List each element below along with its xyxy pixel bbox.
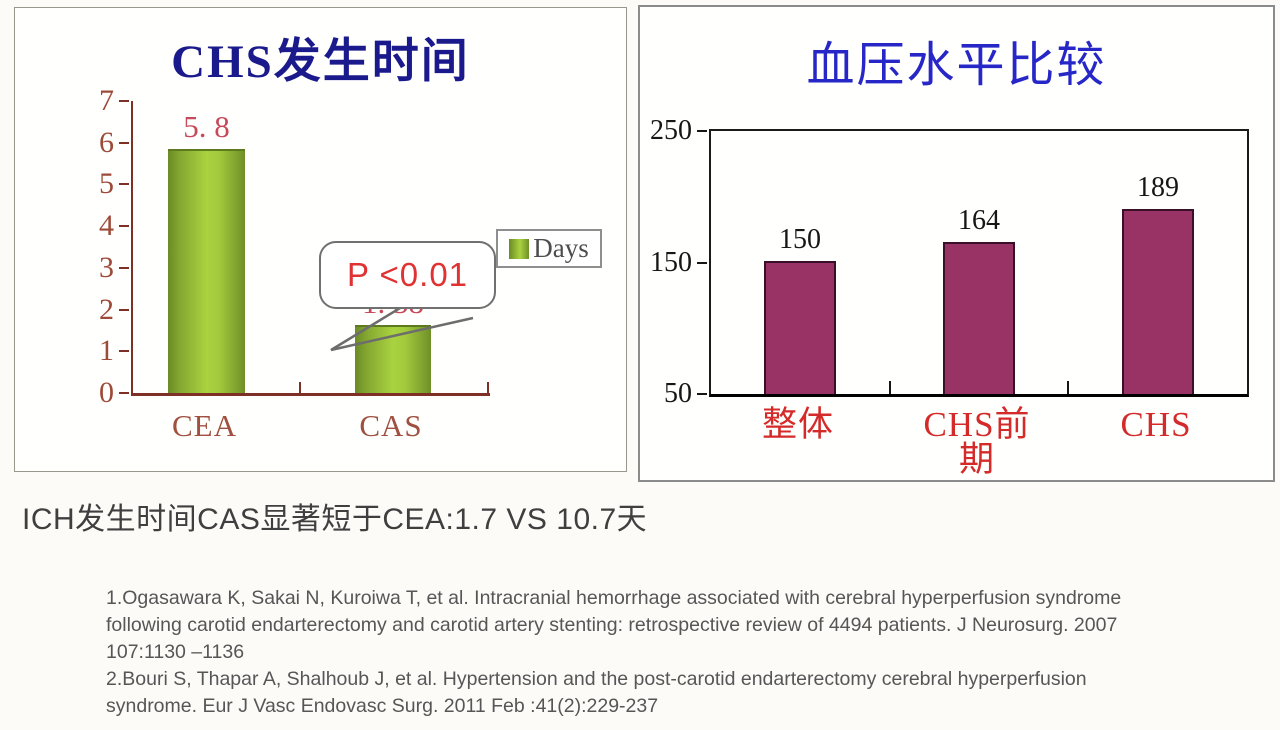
bar-chs-value: 189	[1137, 172, 1179, 204]
p-value-text: P <0.01	[346, 256, 469, 293]
y-tick: 4	[61, 211, 129, 241]
y-tick: 6	[61, 125, 129, 159]
left-chart-title: CHS发生时间	[171, 36, 470, 88]
y-tick-mark	[119, 100, 129, 102]
bar-cea-value: 5. 8	[183, 109, 230, 145]
conclusion-text: ICH发生时间CAS显著短于CEA:1.7 VS 10.7天	[22, 503, 648, 536]
bar-overall: 150	[764, 131, 836, 394]
category-label-chs: CHS	[1120, 405, 1192, 444]
y-tick-label: 0	[99, 376, 114, 409]
y-tick-mark	[697, 130, 707, 132]
y-tick-label: 250	[650, 115, 692, 146]
left-y-axis: 7 6 5 4 3 2 1 0	[61, 86, 129, 408]
bar-pre-chs-value: 164	[958, 205, 1000, 237]
y-tick: 7	[61, 86, 129, 116]
x-axis-tick	[487, 382, 489, 393]
right-chart-title: 血压水平比较	[806, 39, 1107, 92]
y-tick-label: 1	[99, 334, 114, 368]
y-tick-label: 6	[99, 125, 114, 159]
category-label-cea: CEA	[172, 408, 237, 443]
reference-line: following carotid endarterectomy and car…	[106, 614, 1118, 636]
y-tick: 5	[61, 169, 129, 199]
y-tick-mark	[119, 183, 129, 186]
bar-cea-fill	[168, 149, 245, 393]
y-tick-mark	[119, 225, 129, 228]
y-tick: 2	[61, 292, 129, 326]
legend-swatch-icon	[509, 238, 530, 259]
x-axis-tick	[889, 381, 891, 394]
y-tick-mark	[697, 261, 707, 264]
y-tick-mark	[119, 392, 129, 394]
category-label-pre-chs: CHS前期	[923, 405, 1031, 479]
x-axis-tick	[299, 382, 301, 393]
bar-pre-chs-fill	[943, 242, 1015, 394]
y-tick: 250	[639, 117, 707, 145]
right-plot-area: 250 150 50 150 164 189	[650, 117, 1249, 408]
bar-overall-fill	[764, 260, 836, 394]
y-tick-mark	[119, 266, 129, 269]
y-tick-label: 3	[99, 250, 114, 284]
bar-chs: 189	[1122, 131, 1194, 394]
category-label-overall: 整体	[761, 405, 834, 444]
right-y-axis: 250 150 50	[639, 117, 707, 408]
y-tick-mark	[119, 141, 129, 144]
y-tick-label: 7	[99, 84, 114, 117]
bar-pre-chs: 164	[943, 131, 1015, 394]
p-value-callout: P <0.01	[319, 241, 496, 309]
y-tick: 0	[61, 378, 129, 408]
y-tick-label: 2	[99, 292, 114, 326]
y-tick-label: 5	[99, 167, 114, 201]
bar-chs-fill	[1122, 209, 1194, 394]
y-tick: 50	[639, 380, 707, 408]
y-tick-mark	[119, 350, 129, 353]
y-tick: 1	[61, 336, 129, 366]
legend-label: Days	[533, 233, 589, 263]
reference-line: 1.Ogasawara K, Sakai N, Kuroiwa T, et al…	[106, 587, 1122, 609]
reference-line: 107:1130 –1136	[106, 641, 245, 663]
days-legend: Days	[496, 229, 602, 268]
y-tick-label: 50	[664, 378, 692, 409]
y-tick-mark	[697, 393, 707, 395]
category-label-cas: CAS	[359, 408, 423, 443]
callout-tail-icon	[330, 304, 474, 352]
y-tick-label: 150	[650, 246, 692, 278]
references: 1.Ogasawara K, Sakai N, Kuroiwa T, et al…	[106, 585, 1271, 720]
x-axis-tick	[1067, 381, 1069, 394]
bar-overall-value: 150	[779, 223, 821, 255]
bp-comparison-chart-panel: 血压水平比较 250 150 50 150 164 189 整体 CHS前期 CHS	[638, 5, 1275, 482]
bar-cea: 5. 8	[168, 101, 245, 393]
reference-line: 2.Bouri S, Thapar A, Shalhoub J, et al. …	[106, 668, 1087, 690]
y-tick-mark	[119, 308, 129, 311]
y-tick: 150	[639, 246, 707, 278]
y-tick: 3	[61, 250, 129, 284]
y-tick-label: 4	[99, 209, 114, 243]
reference-line: syndrome. Eur J Vasc Endovasc Surg. 2011…	[106, 695, 659, 717]
